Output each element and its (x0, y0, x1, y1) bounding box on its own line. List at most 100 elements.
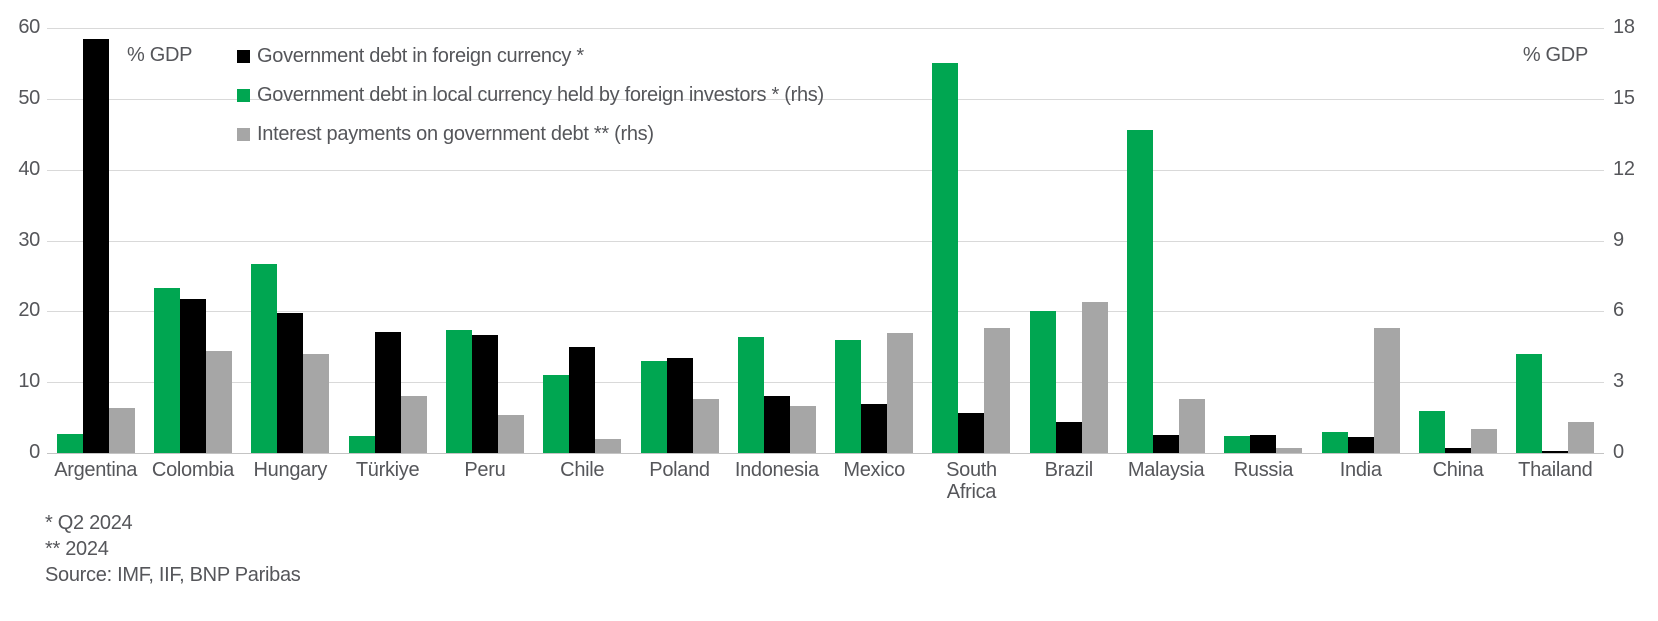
category-label-peru: Peru (464, 459, 506, 481)
bar-green-malaysia (1127, 129, 1154, 453)
bar-group-indonesia (728, 28, 825, 453)
category-label-brazil: Brazil (1044, 459, 1094, 481)
category-label-china: China (1432, 459, 1484, 481)
bar-black-south-africa (958, 412, 985, 453)
legend-item-interest-payments: Interest payments on government debt ** … (237, 123, 824, 146)
gridline-60 (47, 28, 1604, 29)
bar-gray-mexico (887, 332, 914, 453)
bar-gray-argentina (108, 408, 135, 453)
bar-group-peru (436, 28, 533, 453)
bar-green-argentina (56, 434, 83, 453)
right-axis-tick-3: 3 (1613, 370, 1624, 393)
left-axis-tick-50: 50 (18, 86, 40, 109)
bar-groups (47, 28, 1604, 453)
bar-green-hungary (251, 264, 278, 453)
bar-gray-malaysia (1179, 398, 1206, 453)
gridline-20 (47, 311, 1604, 313)
bar-green-indonesia (737, 337, 764, 453)
bar-black-argentina (82, 38, 109, 453)
bar-green-brazil (1029, 311, 1056, 453)
gridline-30 (47, 240, 1604, 242)
bar-group-china (1409, 28, 1506, 453)
bar-black-colombia (179, 299, 206, 453)
right-axis-tick-6: 6 (1613, 299, 1624, 322)
category-label-poland: Poland (649, 459, 710, 481)
footnotes: * Q2 2024 ** 2024 (45, 510, 133, 562)
bar-green-china (1419, 410, 1446, 453)
bar-gray-colombia (205, 351, 232, 453)
bar-green-thailand (1516, 353, 1543, 453)
bar-black-china (1445, 448, 1472, 453)
left-axis-tick-30: 30 (18, 228, 40, 251)
bar-group-mexico (826, 28, 923, 453)
category-label-chile: Chile (560, 459, 605, 481)
bar-group-malaysia (1117, 28, 1214, 453)
legend-swatch-gray-icon (237, 128, 250, 141)
bar-black-chile (569, 346, 596, 453)
right-axis-tick-9: 9 (1613, 228, 1624, 251)
gridline-0 (47, 453, 1604, 454)
bar-green-colombia (153, 287, 180, 453)
legend-item-foreign-currency: Government debt in foreign currency * (237, 45, 824, 68)
right-axis-tick-0: 0 (1613, 441, 1624, 463)
gridline-10 (47, 382, 1604, 384)
bar-group-argentina (47, 28, 144, 453)
bar-green-south-africa (932, 63, 959, 453)
gridline-50 (47, 98, 1604, 100)
category-label-argentina: Argentina (54, 459, 138, 481)
left-axis-tick-10: 10 (18, 370, 40, 393)
bar-gray-china (1471, 429, 1498, 453)
bar-group-russia (1215, 28, 1312, 453)
bar-gray-russia (1276, 448, 1303, 453)
bar-gray-thailand (1568, 422, 1595, 453)
category-axis: Argentina Colombia Hungary Türkiye Peru Chile… (47, 459, 1604, 503)
bar-black-russia (1250, 434, 1277, 453)
bar-black-poland (666, 358, 693, 453)
bar-green-peru (445, 330, 472, 453)
category-label-thailand: Thailand (1518, 459, 1593, 481)
bar-gray-india (1373, 327, 1400, 453)
category-label-south-africa: South Africa (946, 459, 997, 503)
category-label-colombia: Colombia (151, 459, 235, 481)
bar-black-indonesia (763, 395, 790, 453)
right-axis-unit-label: % GDP (1522, 44, 1588, 66)
bar-black-hungary (277, 313, 304, 453)
left-axis-tick-60: 60 (18, 16, 40, 38)
legend-swatch-green-icon (237, 89, 250, 102)
bar-black-brazil (1055, 421, 1082, 453)
plot-area (47, 28, 1604, 454)
bar-green-russia (1224, 436, 1251, 453)
bar-green-chile (543, 375, 570, 453)
footnote-2024: ** 2024 (45, 538, 109, 560)
source-note: Source: IMF, IIF, BNP Paribas (45, 564, 301, 586)
category-label-hungary: Hungary (253, 459, 328, 481)
legend-swatch-black-icon (237, 50, 250, 63)
legend-label-interest-payments: Interest payments on government debt ** … (257, 123, 654, 145)
legend-item-local-currency: Government debt in local currency held b… (237, 84, 824, 107)
bar-black-mexico (861, 404, 888, 453)
bar-gray-poland (692, 398, 719, 453)
legend-label-foreign-currency: Government debt in foreign currency * (257, 45, 584, 67)
bar-green-t-rkiye (348, 436, 375, 453)
bar-group-poland (631, 28, 728, 453)
category-label-india: India (1339, 459, 1382, 481)
bar-gray-brazil (1081, 301, 1108, 453)
bar-green-mexico (835, 339, 862, 453)
left-axis-tick-40: 40 (18, 157, 40, 180)
bar-gray-indonesia (789, 405, 816, 453)
bar-gray-hungary (303, 353, 330, 453)
right-axis-tick-15: 15 (1613, 86, 1635, 109)
footnote-q2-2024: * Q2 2024 (45, 512, 133, 534)
bar-black-t-rkiye (374, 331, 401, 453)
bar-gray-chile (595, 438, 622, 453)
right-axis-tick-18: 18 (1613, 16, 1635, 38)
gridline-40 (47, 169, 1604, 171)
bar-gray-south-africa (984, 327, 1011, 453)
legend-label-local-currency: Government debt in local currency held b… (257, 84, 824, 106)
bar-black-peru (471, 335, 498, 453)
bar-black-malaysia (1153, 434, 1180, 453)
bar-green-india (1321, 431, 1348, 453)
category-label-t-rkiye: Türkiye (355, 459, 420, 481)
left-axis-tick-0: 0 (29, 441, 40, 463)
